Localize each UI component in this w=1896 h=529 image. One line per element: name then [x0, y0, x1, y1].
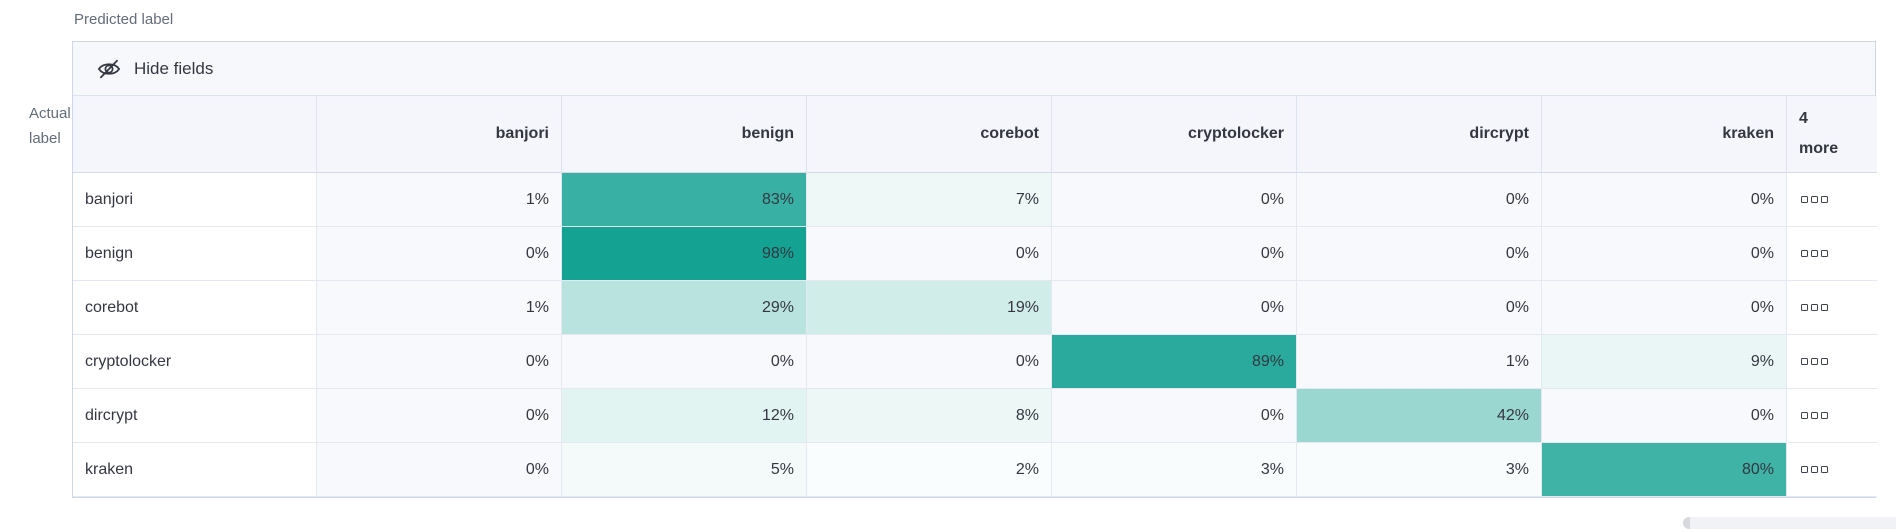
- matrix-cell-kraken-corebot[interactable]: 2%: [807, 443, 1052, 497]
- boxes-horizontal-icon: [1801, 466, 1808, 473]
- matrix-cell-cryptolocker-dircrypt[interactable]: 1%: [1297, 335, 1542, 389]
- matrix-cell-dircrypt-cryptolocker[interactable]: 0%: [1052, 389, 1297, 443]
- header-cell-kraken[interactable]: kraken: [1542, 96, 1787, 173]
- boxes-horizontal-icon: [1801, 358, 1808, 365]
- matrix-cell-benign-banjori[interactable]: 0%: [317, 227, 562, 281]
- boxes-horizontal-icon: [1811, 466, 1818, 473]
- matrix-cell-kraken-dircrypt[interactable]: 3%: [1297, 443, 1542, 497]
- header-cell-dircrypt[interactable]: dircrypt: [1297, 96, 1542, 173]
- row-more-actions-banjori[interactable]: [1787, 173, 1877, 227]
- boxes-horizontal-icon: [1821, 250, 1828, 257]
- matrix-cell-cryptolocker-corebot[interactable]: 0%: [807, 335, 1052, 389]
- matrix-cell-benign-kraken[interactable]: 0%: [1542, 227, 1787, 281]
- matrix-cell-dircrypt-banjori[interactable]: 0%: [317, 389, 562, 443]
- row-label-dircrypt[interactable]: dircrypt: [73, 389, 317, 443]
- row-more-actions-cryptolocker[interactable]: [1787, 335, 1877, 389]
- row-more-actions-corebot[interactable]: [1787, 281, 1877, 335]
- matrix-cell-dircrypt-dircrypt[interactable]: 42%: [1297, 389, 1542, 443]
- boxes-horizontal-icon: [1811, 250, 1818, 257]
- matrix-cell-cryptolocker-cryptolocker[interactable]: 89%: [1052, 335, 1297, 389]
- eye-closed-icon: [97, 59, 121, 78]
- matrix-cell-corebot-corebot[interactable]: 19%: [807, 281, 1052, 335]
- boxes-horizontal-icon: [1811, 304, 1818, 311]
- header-cell-cryptolocker[interactable]: cryptolocker: [1052, 96, 1297, 173]
- matrix-cell-banjori-banjori[interactable]: 1%: [317, 173, 562, 227]
- matrix-cell-banjori-corebot[interactable]: 7%: [807, 173, 1052, 227]
- header-cell-more-columns[interactable]: 4 more: [1787, 96, 1877, 173]
- matrix-cell-dircrypt-corebot[interactable]: 8%: [807, 389, 1052, 443]
- row-more-actions-kraken[interactable]: [1787, 443, 1877, 497]
- header-cell-benign[interactable]: benign: [562, 96, 807, 173]
- header-cell-banjori[interactable]: banjori: [317, 96, 562, 173]
- matrix-cell-banjori-kraken[interactable]: 0%: [1542, 173, 1787, 227]
- matrix-cell-kraken-kraken[interactable]: 80%: [1542, 443, 1787, 497]
- matrix-cell-corebot-benign[interactable]: 29%: [562, 281, 807, 335]
- confusion-matrix-grid: banjori benign corebot cryptolocker dircrypt…: [73, 96, 1877, 497]
- header-cell-corebot[interactable]: corebot: [807, 96, 1052, 173]
- row-label-cryptolocker[interactable]: cryptolocker: [73, 335, 317, 389]
- matrix-cell-corebot-banjori[interactable]: 1%: [317, 281, 562, 335]
- confusion-matrix-data-grid: Hide fields banjori benign corebot cryptolo…: [72, 41, 1877, 498]
- matrix-cell-corebot-dircrypt[interactable]: 0%: [1297, 281, 1542, 335]
- matrix-cell-banjori-cryptolocker[interactable]: 0%: [1052, 173, 1297, 227]
- row-label-kraken[interactable]: kraken: [73, 443, 317, 497]
- hide-fields-label: Hide fields: [134, 58, 214, 78]
- row-label-corebot[interactable]: corebot: [73, 281, 317, 335]
- boxes-horizontal-icon: [1821, 466, 1828, 473]
- predicted-label: Predicted label: [74, 11, 174, 28]
- boxes-horizontal-icon: [1811, 412, 1818, 419]
- matrix-cell-dircrypt-kraken[interactable]: 0%: [1542, 389, 1787, 443]
- matrix-cell-cryptolocker-benign[interactable]: 0%: [562, 335, 807, 389]
- boxes-horizontal-icon: [1821, 412, 1828, 419]
- hide-fields-button[interactable]: Hide fields: [96, 56, 213, 82]
- row-more-actions-dircrypt[interactable]: [1787, 389, 1877, 443]
- boxes-horizontal-icon: [1811, 196, 1818, 203]
- actual-label: Actual label: [29, 105, 71, 147]
- matrix-cell-cryptolocker-banjori[interactable]: 0%: [317, 335, 562, 389]
- data-grid-toolbar: Hide fields: [73, 42, 1875, 96]
- matrix-cell-benign-corebot[interactable]: 0%: [807, 227, 1052, 281]
- horizontal-scrollbar[interactable]: [1683, 517, 1896, 529]
- boxes-horizontal-icon: [1821, 196, 1828, 203]
- matrix-cell-benign-cryptolocker[interactable]: 0%: [1052, 227, 1297, 281]
- matrix-cell-dircrypt-benign[interactable]: 12%: [562, 389, 807, 443]
- matrix-cell-kraken-banjori[interactable]: 0%: [317, 443, 562, 497]
- boxes-horizontal-icon: [1821, 358, 1828, 365]
- header-corner-cell: [73, 96, 317, 173]
- matrix-cell-cryptolocker-kraken[interactable]: 9%: [1542, 335, 1787, 389]
- boxes-horizontal-icon: [1801, 196, 1808, 203]
- matrix-cell-corebot-kraken[interactable]: 0%: [1542, 281, 1787, 335]
- matrix-cell-kraken-cryptolocker[interactable]: 3%: [1052, 443, 1297, 497]
- matrix-cell-banjori-dircrypt[interactable]: 0%: [1297, 173, 1542, 227]
- matrix-cell-kraken-benign[interactable]: 5%: [562, 443, 807, 497]
- row-more-actions-benign[interactable]: [1787, 227, 1877, 281]
- boxes-horizontal-icon: [1801, 304, 1808, 311]
- matrix-cell-corebot-cryptolocker[interactable]: 0%: [1052, 281, 1297, 335]
- row-label-benign[interactable]: benign: [73, 227, 317, 281]
- boxes-horizontal-icon: [1801, 412, 1808, 419]
- matrix-cell-benign-dircrypt[interactable]: 0%: [1297, 227, 1542, 281]
- boxes-horizontal-icon: [1801, 250, 1808, 257]
- boxes-horizontal-icon: [1821, 304, 1828, 311]
- boxes-horizontal-icon: [1811, 358, 1818, 365]
- matrix-cell-benign-benign[interactable]: 98%: [562, 227, 807, 281]
- matrix-cell-banjori-benign[interactable]: 83%: [562, 173, 807, 227]
- row-label-banjori[interactable]: banjori: [73, 173, 317, 227]
